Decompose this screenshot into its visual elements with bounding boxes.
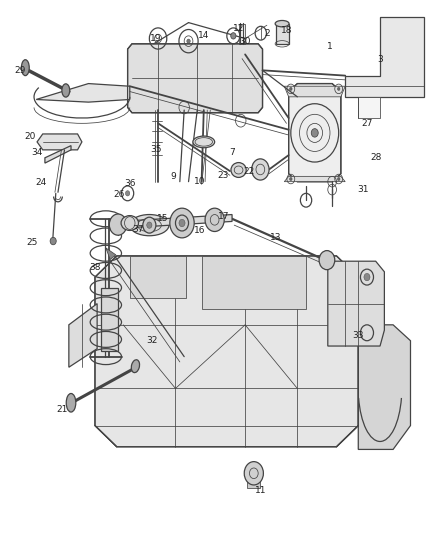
Text: 16: 16 [194, 227, 205, 236]
Bar [247, 479, 260, 488]
Text: 19: 19 [150, 34, 162, 43]
Text: 26: 26 [113, 190, 124, 199]
Text: 30: 30 [239, 37, 251, 46]
Bar [239, 23, 245, 44]
Circle shape [143, 217, 156, 233]
Bar [101, 288, 118, 351]
Polygon shape [358, 97, 380, 118]
Text: 9: 9 [170, 172, 176, 181]
Polygon shape [358, 325, 410, 449]
Polygon shape [69, 304, 97, 367]
Text: 20: 20 [24, 132, 35, 141]
Polygon shape [36, 84, 130, 102]
Text: 1: 1 [327, 42, 333, 51]
Circle shape [290, 177, 292, 181]
Ellipse shape [21, 60, 29, 76]
Bar [201, 256, 306, 309]
Text: 3: 3 [377, 55, 383, 64]
Polygon shape [289, 84, 341, 182]
Circle shape [179, 219, 185, 227]
Text: 37: 37 [133, 225, 144, 234]
Circle shape [290, 87, 292, 91]
Text: 21: 21 [57, 405, 68, 414]
Ellipse shape [131, 360, 140, 373]
Ellipse shape [275, 20, 289, 27]
Text: 32: 32 [146, 336, 157, 345]
Circle shape [50, 237, 56, 245]
Circle shape [252, 159, 269, 180]
Text: 29: 29 [14, 66, 25, 75]
Text: 12: 12 [233, 25, 244, 34]
Circle shape [110, 214, 127, 235]
Text: 25: 25 [26, 238, 38, 247]
Circle shape [244, 462, 263, 485]
Circle shape [170, 208, 194, 238]
Text: 23: 23 [218, 171, 229, 180]
Bar [130, 256, 186, 298]
Text: 35: 35 [150, 146, 162, 155]
Polygon shape [119, 215, 232, 228]
Text: 34: 34 [32, 148, 43, 157]
Circle shape [205, 208, 224, 231]
Text: 27: 27 [361, 119, 373, 128]
Circle shape [187, 39, 190, 43]
Text: 7: 7 [229, 148, 235, 157]
Ellipse shape [121, 216, 138, 230]
Ellipse shape [62, 84, 70, 97]
Text: 14: 14 [198, 31, 209, 41]
Text: 11: 11 [254, 486, 266, 495]
Polygon shape [345, 17, 424, 97]
Circle shape [364, 273, 370, 281]
Text: 36: 36 [124, 179, 135, 188]
Polygon shape [45, 146, 71, 163]
Text: 2: 2 [264, 29, 270, 38]
Circle shape [337, 87, 340, 91]
Polygon shape [328, 261, 385, 346]
Text: 33: 33 [353, 331, 364, 340]
Bar [276, 23, 289, 44]
Polygon shape [284, 176, 345, 182]
Circle shape [147, 222, 152, 228]
Polygon shape [106, 248, 116, 260]
Polygon shape [284, 86, 345, 97]
Ellipse shape [130, 215, 169, 236]
Text: 28: 28 [370, 154, 381, 163]
Polygon shape [37, 134, 82, 150]
Text: 17: 17 [218, 212, 229, 221]
Ellipse shape [193, 136, 215, 148]
Circle shape [311, 128, 318, 137]
Text: 15: 15 [157, 214, 168, 223]
Text: 31: 31 [357, 185, 368, 194]
Circle shape [337, 177, 340, 181]
Text: 10: 10 [194, 177, 205, 186]
Circle shape [231, 33, 236, 39]
Text: 24: 24 [35, 178, 46, 187]
Ellipse shape [66, 393, 76, 412]
Polygon shape [127, 44, 262, 113]
Text: 13: 13 [270, 233, 281, 242]
Polygon shape [95, 256, 358, 447]
Ellipse shape [231, 163, 246, 177]
Circle shape [125, 191, 130, 196]
Text: 22: 22 [244, 166, 255, 175]
Text: 38: 38 [89, 263, 101, 272]
Circle shape [319, 251, 335, 270]
Text: 18: 18 [281, 26, 292, 35]
